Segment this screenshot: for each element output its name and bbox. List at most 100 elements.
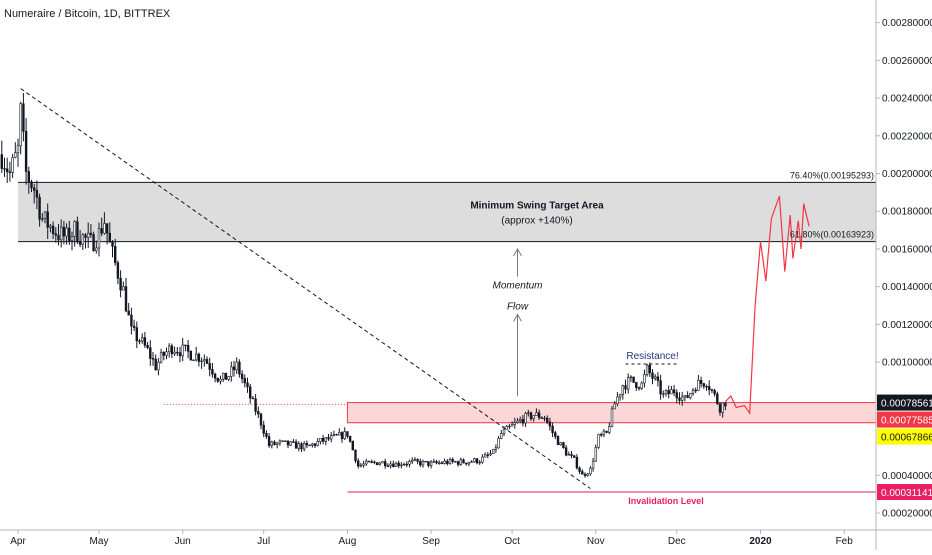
candle-body <box>724 402 727 407</box>
candle-body <box>545 417 549 423</box>
candle-body <box>27 171 30 183</box>
candle-body <box>618 393 622 398</box>
candle-body <box>54 233 58 236</box>
candle-body <box>637 387 641 389</box>
candle-body <box>111 241 114 247</box>
candle-body <box>473 458 476 463</box>
candle-body <box>510 424 514 427</box>
x-tick-label: May <box>90 536 109 547</box>
candle-body <box>699 380 703 384</box>
candle-body <box>394 462 398 467</box>
y-tick-label: 0.00140000 <box>882 282 932 293</box>
candle-body <box>68 227 71 241</box>
candle-body <box>405 463 408 466</box>
candle-body <box>335 434 338 436</box>
target-zone <box>18 182 876 242</box>
candle-body <box>716 393 719 405</box>
candle-body <box>219 378 222 382</box>
candle-body <box>586 473 589 476</box>
candle-body <box>386 465 390 467</box>
candle-body <box>597 434 600 448</box>
candle-body <box>721 402 724 413</box>
candle-body <box>419 461 422 466</box>
candle-body <box>249 386 252 399</box>
x-tick-label: 2020 <box>749 536 772 547</box>
candle-body <box>65 227 68 237</box>
candle-body <box>359 464 363 467</box>
candle-body <box>435 461 438 464</box>
candle-body <box>456 461 460 465</box>
price-tag <box>877 428 932 445</box>
y-tick-label: 0.00220000 <box>882 131 932 142</box>
x-tick-label: Apr <box>10 536 26 547</box>
candle-body <box>464 462 468 465</box>
candle-body <box>32 187 36 191</box>
candle-body <box>602 430 606 436</box>
candle-body <box>127 310 130 316</box>
candle-body <box>41 218 44 220</box>
candle-body <box>270 441 273 446</box>
candle-body <box>664 390 668 395</box>
price-tag-label: 0.00067866 <box>881 433 932 444</box>
candle-body <box>416 459 419 462</box>
candle-body <box>319 437 322 442</box>
candle-body <box>397 462 400 466</box>
candle-body <box>356 460 360 467</box>
candle-body <box>59 226 63 241</box>
candle-body <box>170 345 174 355</box>
candle-body <box>302 443 306 450</box>
candle-body <box>213 373 217 379</box>
candle-body <box>529 412 533 420</box>
lines-layer <box>20 88 810 489</box>
candle-body <box>73 221 76 237</box>
candle-body <box>103 223 106 234</box>
price-tag <box>877 394 932 411</box>
candle-body <box>22 103 25 132</box>
candle-body <box>332 434 336 436</box>
candle-body <box>581 471 584 475</box>
fib-upper-label: 76.40%(0.00195293) <box>790 170 874 180</box>
candle-body <box>316 441 319 446</box>
candle-body <box>367 460 371 463</box>
candle-body <box>87 232 90 238</box>
candle-body <box>454 461 457 463</box>
candle-body <box>570 454 573 456</box>
candle-body <box>192 359 195 362</box>
candle-body <box>141 337 144 342</box>
candle-body <box>151 358 155 360</box>
candle-body <box>311 443 314 446</box>
candle-body <box>46 211 49 228</box>
candle-body <box>184 344 187 347</box>
candle-body <box>122 286 125 291</box>
candle-body <box>62 226 66 237</box>
candle-body <box>370 461 373 463</box>
candle-body <box>130 314 133 327</box>
candle-body <box>502 429 506 434</box>
candle-body <box>481 456 484 463</box>
candle-body <box>629 376 633 379</box>
candle-body <box>30 181 33 189</box>
target-zone-subtitle: (approx +140%) <box>501 215 572 226</box>
candle-body <box>432 461 435 463</box>
candle-body <box>100 228 103 234</box>
candle-body <box>267 436 271 446</box>
candle-body <box>348 435 352 442</box>
candle-body <box>259 413 263 426</box>
candle-body <box>97 228 101 249</box>
candle-body <box>443 460 446 464</box>
candle-body <box>694 389 697 392</box>
y-tick-label: 0.00120000 <box>882 320 932 331</box>
candle-body <box>222 372 225 380</box>
candle-body <box>240 373 244 379</box>
candle-body <box>173 351 176 355</box>
candle-body <box>670 389 673 395</box>
candle-body <box>440 462 444 464</box>
fib-lower-label: 61.80%(0.00163923) <box>790 230 874 240</box>
candle-body <box>608 426 611 433</box>
candle-body <box>491 448 495 454</box>
candle-body <box>378 462 381 466</box>
candle-body <box>327 437 330 440</box>
candle-body <box>626 377 630 390</box>
